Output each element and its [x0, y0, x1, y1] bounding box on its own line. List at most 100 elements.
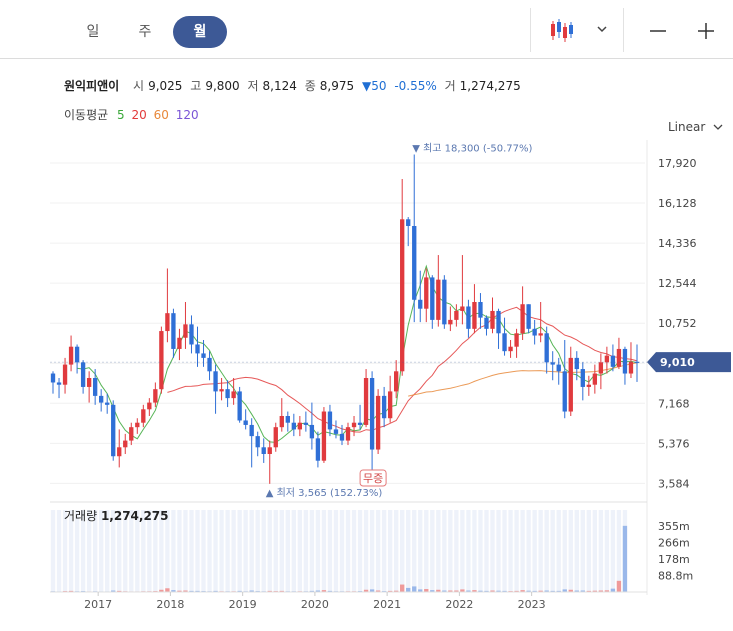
- volume-bar: [177, 590, 182, 592]
- volume-bg-bar: [99, 510, 104, 592]
- candle-body: [478, 302, 483, 318]
- plus-icon[interactable]: [692, 14, 720, 46]
- candle-body: [309, 424, 315, 439]
- candle-body: [369, 378, 375, 450]
- candle-body: [255, 436, 260, 448]
- volume-bar: [586, 590, 591, 592]
- volume-bg-bar: [538, 510, 543, 592]
- tab-week[interactable]: 주: [138, 24, 152, 40]
- y-tick-label: 14,336: [658, 237, 697, 250]
- volume-bg-bar: [430, 510, 435, 592]
- current-price-label: 9,010: [660, 356, 695, 369]
- volume-bar: [616, 580, 622, 592]
- volume-bar: [309, 590, 315, 592]
- candle-body: [508, 346, 513, 352]
- volume-bar: [189, 590, 194, 592]
- candle-body: [279, 416, 284, 428]
- volume-bg-bar: [604, 510, 610, 592]
- candle-body: [375, 395, 381, 450]
- volume-bg-bar: [351, 510, 357, 592]
- candle-body: [592, 373, 598, 385]
- volume-bg-bar: [394, 510, 399, 592]
- volume-bg-bar: [285, 510, 290, 592]
- volume-bg-bar: [267, 510, 272, 592]
- volume-bg-bar: [50, 510, 56, 592]
- candle-body: [111, 404, 116, 457]
- candle-body: [562, 371, 567, 412]
- volume-bar: [442, 590, 447, 592]
- candle-body: [183, 324, 188, 338]
- volume-bar: [436, 589, 441, 592]
- volume-bg-bar: [231, 510, 236, 592]
- volume-bg-bar: [309, 510, 315, 592]
- volume-bg-bar: [141, 510, 146, 592]
- volume-bg-bar: [111, 510, 116, 592]
- volume-bg-bar: [562, 510, 567, 592]
- volume-bg-bar: [598, 510, 604, 592]
- volume-bg-bar: [291, 510, 296, 592]
- change-percent: -0.55%: [394, 79, 437, 93]
- candle-body: [92, 378, 98, 396]
- moving-average-legend[interactable]: 이동평균 5 20 60 120: [64, 106, 202, 123]
- candle-body: [616, 348, 622, 367]
- candle-body: [526, 304, 531, 329]
- volume-bg-bar: [442, 510, 447, 592]
- volume-bar: [249, 590, 254, 592]
- tab-day[interactable]: 일: [86, 24, 100, 40]
- candle-body: [387, 391, 393, 419]
- candle-body: [80, 362, 86, 387]
- volume-title: 거래량 1,274,275: [64, 509, 169, 523]
- volume-bg-bar: [183, 510, 188, 592]
- candle-body: [315, 438, 321, 461]
- ma-5-label: 5: [117, 108, 125, 122]
- volume-bg-bar: [592, 510, 598, 592]
- candle-body: [297, 422, 303, 430]
- volume-bg-bar: [56, 510, 62, 592]
- candle-body: [520, 304, 525, 334]
- volume-bg-bar: [568, 510, 573, 592]
- candle-body: [189, 324, 194, 345]
- price-summary: 원익피앤이 시 9,025 고 9,800 저 8,124 종 8,975 ▼50 -0…: [64, 77, 525, 94]
- volume-bg-bar: [496, 510, 501, 592]
- candle-body: [327, 411, 333, 430]
- volume-bg-bar: [418, 510, 423, 592]
- volume-bar: [592, 590, 598, 592]
- candlestick-icon[interactable]: [546, 14, 580, 46]
- volume-bar: [502, 590, 507, 592]
- volume-tick-label: 88.8m: [658, 569, 693, 582]
- volume-bar: [484, 590, 489, 592]
- volume-bg-bar: [237, 510, 242, 592]
- volume-bg-bar: [580, 510, 585, 592]
- volume-bar: [604, 590, 610, 592]
- chevron-down-icon[interactable]: [592, 14, 612, 46]
- volume-bar: [478, 590, 483, 592]
- volume-bar: [598, 590, 604, 592]
- volume-bar: [448, 590, 453, 592]
- y-tick-label: 10,752: [658, 317, 697, 330]
- volume-bg-bar: [387, 510, 393, 592]
- change-value: 50: [371, 79, 387, 93]
- close-label: 종: [304, 79, 316, 93]
- y-tick-label: 7,168: [658, 397, 690, 410]
- toolbar-divider: [530, 8, 531, 52]
- volume-bg-bar: [177, 510, 182, 592]
- candle-body: [502, 333, 507, 352]
- tab-month[interactable]: 월: [173, 16, 227, 48]
- volume-bg-bar: [532, 510, 537, 592]
- candle-body: [291, 422, 296, 430]
- volume-bg-bar: [165, 510, 170, 592]
- candle-body: [634, 361, 640, 363]
- candle-body: [141, 409, 146, 423]
- volume-bg-bar: [315, 510, 321, 592]
- volume-bg-bar: [273, 510, 278, 592]
- scale-selector[interactable]: Linear: [668, 120, 723, 134]
- volume-bg-bar: [375, 510, 381, 592]
- minus-icon[interactable]: [644, 14, 672, 46]
- volume-bar: [412, 586, 417, 592]
- low-value: 8,124: [262, 79, 297, 93]
- y-tick-label: 17,920: [658, 157, 697, 170]
- candle-body: [56, 382, 62, 385]
- candle-body: [363, 378, 369, 425]
- volume-bg-bar: [357, 510, 363, 592]
